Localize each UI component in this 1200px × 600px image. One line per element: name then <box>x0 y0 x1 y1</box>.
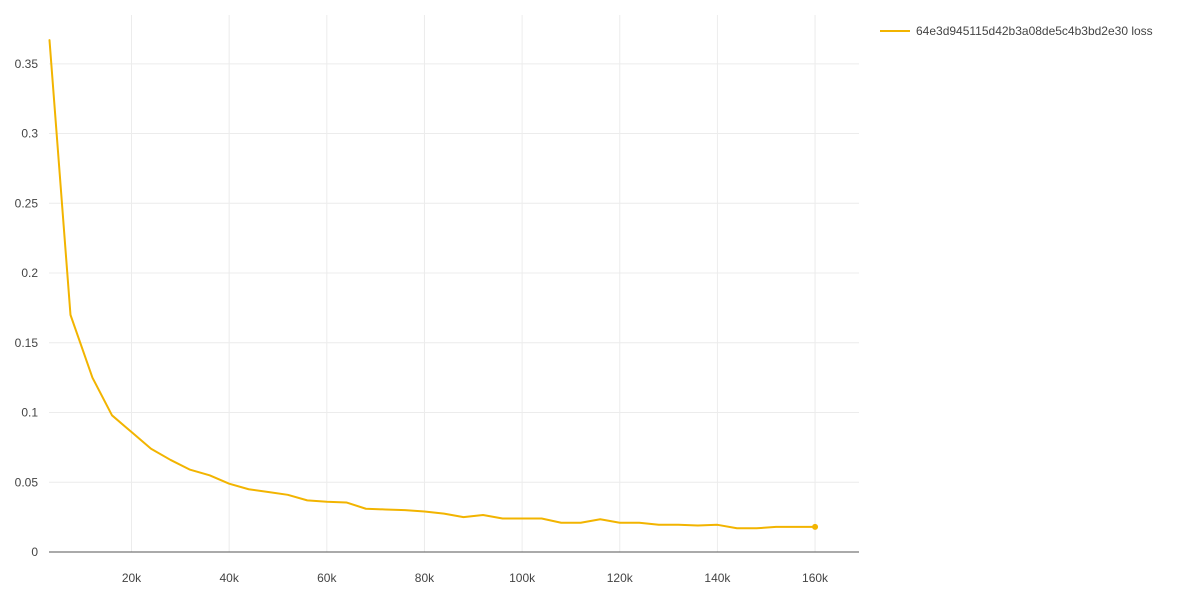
x-tick-label: 160k <box>802 571 829 585</box>
y-tick-label: 0.15 <box>15 336 39 350</box>
gridlines <box>49 15 859 552</box>
x-tick-label: 20k <box>122 571 142 585</box>
legend[interactable]: 64e3d945115d42b3a08de5c4b3bd2e30 loss <box>880 24 1153 38</box>
legend-label[interactable]: 64e3d945115d42b3a08de5c4b3bd2e30 loss <box>916 24 1153 38</box>
x-tick-label: 60k <box>317 571 337 585</box>
y-tick-label: 0.35 <box>15 57 39 71</box>
y-tick-label: 0.05 <box>15 475 39 489</box>
series-line[interactable] <box>48 39 817 530</box>
x-tick-label: 100k <box>509 571 536 585</box>
y-tick-label: 0.25 <box>15 196 39 210</box>
y-tick-label: 0.3 <box>21 127 38 141</box>
series-lines <box>48 39 819 530</box>
axes: 20k 40k 60k 80k 100k 120k 140k 160k 0 0.05 0.1 0.15… <box>15 57 859 585</box>
y-tick-label: 0.2 <box>21 266 38 280</box>
y-tick-label: 0 <box>31 545 38 559</box>
y-tick-label: 0.1 <box>21 406 38 420</box>
x-tick-label: 120k <box>607 571 634 585</box>
x-tick-label: 80k <box>415 571 435 585</box>
series-last-point-marker[interactable] <box>812 523 819 530</box>
x-tick-label: 140k <box>704 571 731 585</box>
x-tick-label: 40k <box>219 571 239 585</box>
